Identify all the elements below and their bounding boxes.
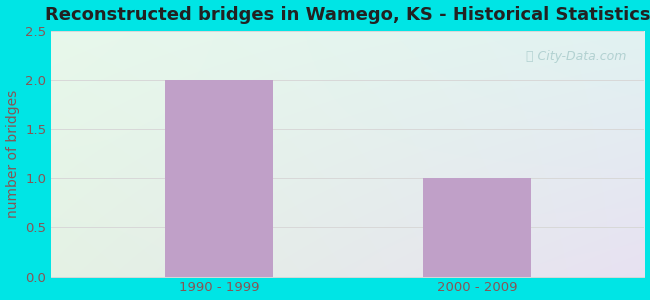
Text: Ⓠ City-Data.com: Ⓠ City-Data.com [526, 50, 627, 63]
Y-axis label: number of bridges: number of bridges [6, 89, 20, 218]
Bar [164, 80, 273, 277]
Title: Reconstructed bridges in Wamego, KS - Historical Statistics: Reconstructed bridges in Wamego, KS - Hi… [45, 6, 650, 24]
Bar [422, 178, 531, 277]
